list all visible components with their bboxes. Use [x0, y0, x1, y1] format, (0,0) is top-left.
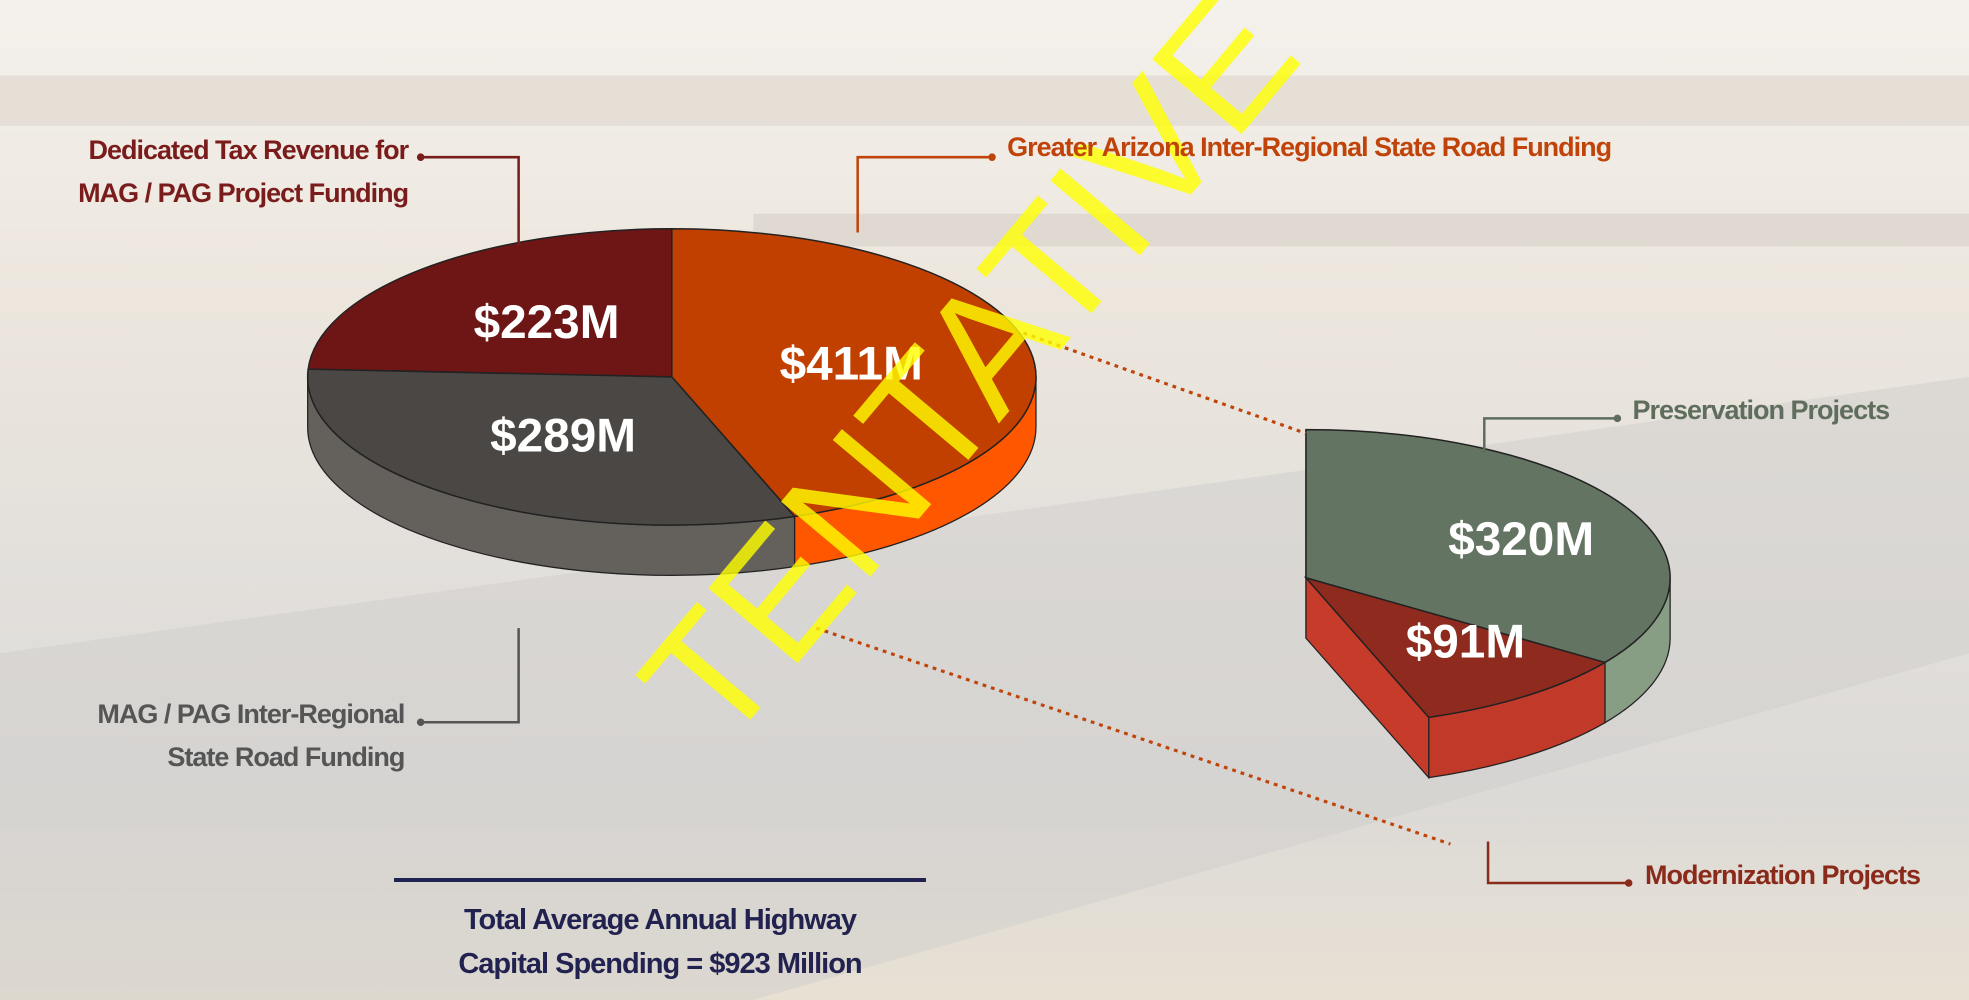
legend-label: MAG / PAG Inter-Regional State Road Fund… — [44, 693, 404, 779]
leader-dot — [417, 153, 425, 161]
leader-dot — [988, 153, 996, 161]
legend-label: Greater Arizona Inter-Regional State Roa… — [1007, 126, 1767, 169]
value-label: $289M — [490, 409, 636, 462]
value-label: $91M — [1406, 616, 1525, 669]
legend-label: Preservation Projects — [1632, 389, 1969, 432]
leader-dot — [1614, 415, 1622, 423]
overpass — [0, 76, 1969, 126]
slide: $223M$411M$289M$320M$91MTENTATIVE Total … — [0, 0, 1969, 1000]
legend-label: Dedicated Tax Revenue for MAG / PAG Proj… — [0, 129, 408, 215]
value-label: $320M — [1448, 513, 1594, 566]
leader-dot — [1625, 879, 1633, 887]
leader-dot — [417, 718, 425, 726]
value-label: $223M — [474, 296, 620, 349]
leader-line — [1488, 842, 1629, 883]
leader-line — [421, 157, 519, 245]
legend-label: Modernization Projects — [1645, 854, 1969, 897]
overpass — [753, 214, 1969, 247]
total-note: Total Average Annual Highway Capital Spe… — [394, 878, 926, 1000]
